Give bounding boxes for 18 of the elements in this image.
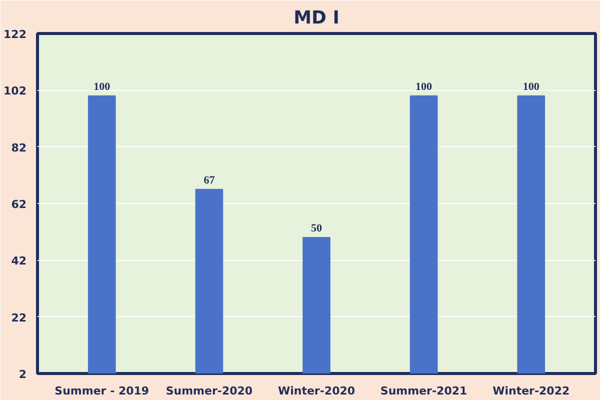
chart-title: MD I xyxy=(294,8,340,28)
data-label: 100 xyxy=(416,80,433,93)
x-tick-label: Summer-2020 xyxy=(166,384,253,398)
x-tick-label: Summer-2021 xyxy=(380,384,468,398)
y-tick-label: 122 xyxy=(4,28,27,41)
data-label: 100 xyxy=(522,80,540,93)
x-tick-label: Winter-2022 xyxy=(492,384,570,398)
data-label: 50 xyxy=(311,222,322,234)
y-tick-label: 22 xyxy=(11,311,27,324)
data-label: 100 xyxy=(94,80,111,93)
y-tick-label: 62 xyxy=(11,198,27,211)
data-label: 67 xyxy=(204,174,216,186)
y-tick-label: 42 xyxy=(11,254,27,268)
y-tick-label: 2 xyxy=(18,368,26,381)
y-tick-label: 82 xyxy=(11,141,27,154)
x-tick-label: Summer - 2019 xyxy=(54,384,150,398)
y-tick-label: 102 xyxy=(4,84,27,98)
x-tick-label: Winter-2020 xyxy=(278,384,356,398)
